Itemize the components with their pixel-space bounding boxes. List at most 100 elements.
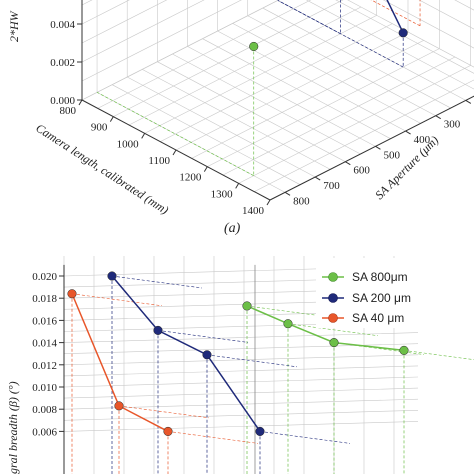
top-x-tick-label: 1300 — [211, 188, 234, 200]
top-x-axis-label: Camera length, calibrated (mm) — [33, 121, 171, 217]
bottom-gridline — [63, 332, 419, 343]
top-floor-gridline — [207, 48, 440, 167]
top-floor-gridline — [305, 0, 474, 90]
top-z-tick-label: 700 — [323, 180, 340, 192]
bottom-y-tick-label: 0.018 — [32, 293, 57, 305]
bottom-projection-line — [157, 330, 249, 343]
top-y-axis-label: 2*HW — [7, 10, 21, 42]
top-floor-gridline — [127, 76, 316, 178]
top-x-tick-mark — [266, 199, 271, 206]
top-z-tick-mark — [435, 115, 441, 120]
bottom-data-point — [399, 345, 409, 355]
top-floor-gridline — [160, 23, 393, 142]
legend-marker-sa-40 — [328, 313, 338, 323]
legend: SA 800μm SA 200 μm SA 40 μm — [316, 258, 436, 328]
legend-label-sa-40: SA 40 μm — [352, 311, 404, 325]
bottom-series-line — [111, 275, 261, 432]
top-z-tick-mark — [465, 99, 472, 104]
top-panel-label: (a) — [224, 221, 241, 236]
bottom-y-tick-label: 0.020 — [32, 271, 57, 283]
top-x-tick-mark — [172, 149, 177, 156]
top-z-tick-mark — [405, 130, 411, 135]
top-floor-gridline — [232, 23, 421, 124]
chart-marks — [67, 0, 409, 436]
top-z-tick-label: 500 — [383, 149, 400, 161]
top-wall-gridline — [382, 0, 474, 49]
bottom-data-point — [283, 319, 293, 329]
bottom-y-axis-label: gral breadth (β) (°) — [6, 381, 20, 474]
top-floor-gridline — [81, 0, 280, 101]
top-z-tick-label: 800 — [293, 195, 310, 207]
top-x-tick-label: 1100 — [148, 155, 170, 167]
bottom-projection-line — [71, 293, 163, 307]
top-drop-line — [96, 92, 254, 176]
top-x-tick-label: 800 — [60, 105, 77, 117]
bottom-data-point — [163, 426, 173, 436]
top-floor-gridline — [128, 6, 362, 126]
top-floor-gridline — [113, 0, 344, 117]
top-wall-gridline — [81, 0, 280, 101]
top-wall-gridline — [81, 0, 242, 82]
top-z-axis-label: SA Aperture (μm) — [372, 133, 441, 202]
bottom-gridline — [63, 365, 419, 377]
legend-marker-sa-200 — [328, 293, 338, 303]
top-floor-gridline — [175, 31, 409, 151]
top-floor-gridline — [157, 61, 346, 162]
bottom-projection-line — [403, 350, 474, 361]
top-x-tick-mark — [203, 166, 208, 172]
top-z-tick-mark — [314, 176, 321, 181]
top-floor-gridline — [172, 53, 361, 155]
top-z-tick-label: 400 — [414, 134, 431, 146]
legend-marker-sa-800 — [328, 272, 338, 282]
top-z-tick-mark — [284, 191, 291, 196]
bottom-gridline — [63, 376, 419, 388]
top-wall-gridline — [81, 0, 205, 63]
top-floor-gridline — [202, 38, 391, 139]
top-data-point — [398, 28, 408, 38]
bottom-y-tick-label: 0.014 — [32, 338, 57, 350]
bottom-projection-line — [259, 431, 351, 444]
bottom-y-tick-label: 0.016 — [32, 315, 57, 327]
top-floor-gridline — [191, 40, 424, 159]
legend-label-sa-200: SA 200 μm — [352, 291, 411, 305]
top-y-tick-label: 0.004 — [50, 19, 75, 31]
bottom-projection-line — [206, 354, 298, 368]
top-floor-gridline — [222, 56, 456, 176]
bottom-y-tick-label: 0.006 — [32, 426, 57, 438]
bottom-projection-line — [287, 323, 379, 337]
bottom-series-line — [246, 305, 405, 352]
top-x-tick-mark — [235, 183, 240, 189]
top-floor-gridline — [187, 46, 376, 147]
top-x-tick-mark — [141, 133, 146, 139]
top-floor-gridline — [335, 0, 474, 74]
top-floor-gridline — [142, 69, 331, 170]
top-x-tick-mark — [109, 116, 114, 122]
top-x-tick-mark — [78, 99, 83, 106]
top-y-tick-label: 0.002 — [50, 57, 75, 69]
top-wall-gridline — [81, 0, 168, 44]
bottom-series-line — [71, 293, 169, 433]
bottom-projection-line — [167, 431, 259, 444]
bottom-gridline — [63, 343, 419, 354]
top-floor-gridline — [254, 79, 474, 192]
top-z-tick-label: 300 — [444, 119, 461, 131]
bottom-data-point — [329, 338, 339, 348]
legend-label-sa-800: SA 800μm — [352, 270, 408, 284]
bottom-data-point — [153, 325, 163, 335]
bottom-projection-line — [111, 275, 203, 289]
top-drop-line — [370, 0, 421, 27]
top-drop-line — [277, 0, 404, 68]
top-y-tick-label: 0.000 — [50, 95, 75, 107]
top-floor-gridline — [144, 15, 377, 134]
bottom-gridline — [63, 410, 419, 421]
top-z-tick-mark — [375, 145, 381, 150]
top-floor-gridline — [269, 95, 474, 201]
top-floor-gridline — [217, 30, 406, 132]
bottom-data-point — [255, 426, 265, 436]
bottom-data-point — [202, 350, 212, 360]
top-floor-gridline — [111, 84, 301, 185]
top-wall-gridline — [81, 0, 130, 25]
bottom-y-tick-label: 0.010 — [32, 382, 57, 394]
bottom-data-point — [242, 301, 252, 311]
